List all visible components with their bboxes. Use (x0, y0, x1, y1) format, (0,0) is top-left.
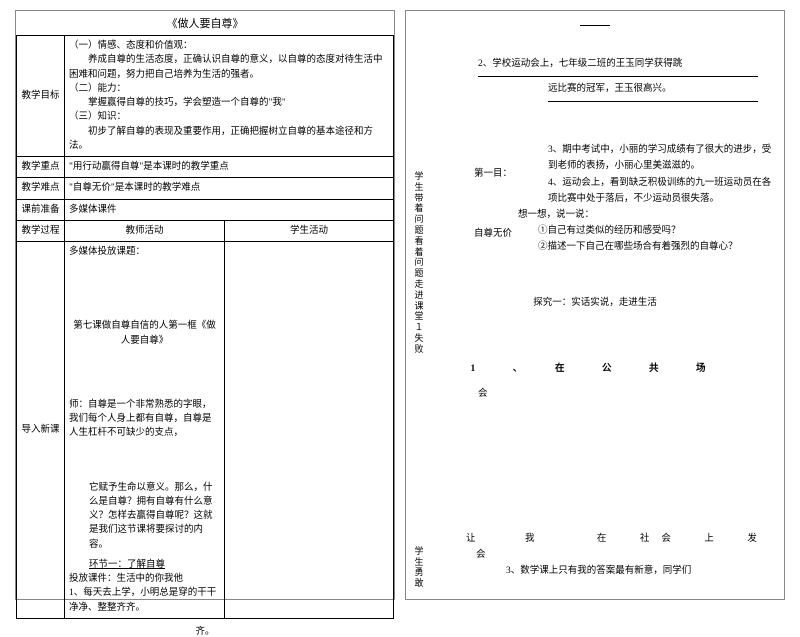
explore-title: 探究一：实话实说，走进生活 (418, 295, 772, 311)
item2b: 远比赛的冠军，王玉很高兴。 (548, 81, 772, 97)
sub-label-2: 自尊无价 (474, 226, 512, 242)
proc-col2: 教师活动 (65, 220, 225, 241)
bottom3: 3、数学课上只有我的答案最有新意，同学们 (506, 563, 774, 579)
diff-text: "自尊无价"是本课时的教学难点 (65, 178, 394, 199)
spaced-line: 1 、 在 公 共 场 (418, 361, 772, 377)
q1: ①自己有过类似的经历和感受吗？ (538, 223, 772, 239)
item3: 3、期中考试中，小丽的学习成绩有了很大的进步，受到老师的表扬，小丽心里美滋滋的。 (548, 142, 772, 174)
item1-tail: 齐。 (16, 623, 394, 637)
goal-text: （一）情感、态度和价值观： 养成自尊的生活态度，正确认识自尊的意义，以自尊的态度… (65, 36, 394, 157)
student-activity-cell (225, 242, 394, 619)
proc-label: 教学过程 (17, 220, 65, 241)
section1: 环节一：了解自尊 (69, 558, 220, 572)
intro-text: 师：自尊是一个非常熟悉的字眼，我们每个人身上都有自尊，自尊是人生杠杆不可缺少的支… (69, 398, 220, 441)
right-page: 2、学校运动会上，七年级二班的王玉同学获得跳 远比赛的冠军，王玉很高兴。 学生带… (405, 10, 785, 600)
hui2: 会 (476, 547, 774, 563)
media-text: 多媒体投放课题： (69, 245, 220, 259)
goal-label: 教学目标 (17, 36, 65, 157)
prep-text: 多媒体课件 (65, 199, 394, 220)
item4: 4、运动会上，看到缺乏积极训练的九一班运动员在各项比赛中处于落后，不少运动员很失… (548, 175, 772, 207)
focus-text: "用行动赢得自尊"是本课时的教学重点 (65, 157, 394, 178)
doc-title: 《做人要自尊》 (16, 11, 394, 35)
diff-label: 教学难点 (17, 178, 65, 199)
bottom-lines: 让 我 在 社会 上 发 会 3、数学课上只有我的答案最有新意，同学们 (466, 531, 774, 579)
left-page: 《做人要自尊》 教学目标 （一）情感、态度和价值观： 养成自尊的生活态度，正确认… (15, 10, 395, 600)
intro-text2: 它赋予生命以意义。那么，什么是自尊？拥有自尊有什么意义？怎样去赢得自尊呢？这就是… (69, 481, 220, 552)
intro-label: 导入新课 (17, 242, 65, 619)
think: 想一想，说一说： (518, 207, 772, 223)
focus-label: 教学重点 (17, 157, 65, 178)
hui: 会 (478, 386, 772, 402)
bottom2: 在 社会 上 发 (597, 534, 769, 544)
lesson-subtitle: 第七课做自尊自信的人第一框《做人要自尊》 (69, 319, 220, 348)
lesson-table: 教学目标 （一）情感、态度和价值观： 养成自尊的生活态度，正确认识自尊的意义，以… (16, 35, 394, 619)
item1: 1、每天去上学，小明总是穿的干干净净、整整齐齐。 (69, 586, 220, 615)
sub-label-1: 第一目： (474, 166, 512, 182)
media-cell: 多媒体投放课题： 第七课做自尊自信的人第一框《做人要自尊》 师：自尊是一个非常熟… (65, 242, 225, 619)
vert-label-2: 学生勇敢 (412, 546, 426, 589)
prep-label: 课前准备 (17, 199, 65, 220)
proc-col3: 学生活动 (225, 220, 394, 241)
q2: ②描述一下自己在哪些场合有着强烈的自尊心？ (538, 239, 772, 255)
right-content: 2、学校运动会上，七年级二班的王玉同学获得跳 远比赛的冠军，王玉很高兴。 学生带… (406, 11, 784, 599)
item2: 2、学校运动会上，七年级二班的王玉同学获得跳 (478, 56, 772, 72)
vert-label-1: 学生带着问题 看着问题走进课堂 １失败 (412, 171, 426, 355)
bottom1: 让 我 (466, 534, 555, 544)
section1b: 投放课件：生活中的你我他 (69, 572, 220, 586)
